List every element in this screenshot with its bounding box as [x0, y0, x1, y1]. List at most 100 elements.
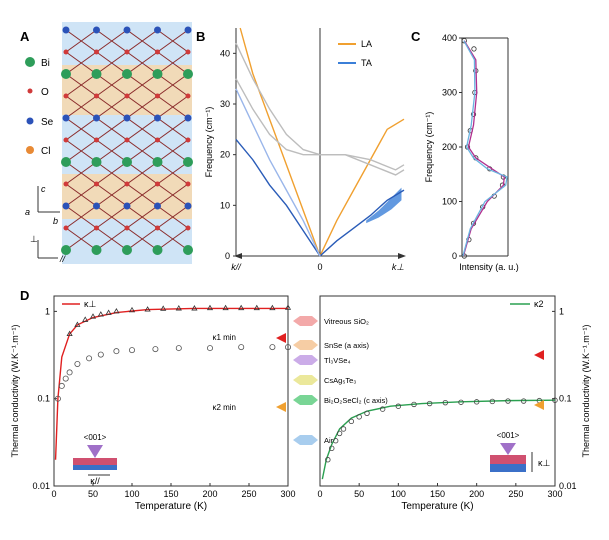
x-arrow-left-icon	[234, 253, 242, 259]
se-atom	[154, 202, 161, 210]
material-label: Air	[324, 436, 334, 445]
kappa2-point	[520, 398, 527, 404]
bi-atom	[91, 69, 102, 79]
se-atom	[154, 26, 161, 34]
kappa1-point	[74, 321, 81, 327]
bond-line	[96, 29, 128, 53]
dispersion-ta-left	[235, 139, 321, 257]
dispersion-optic2-right	[320, 153, 405, 176]
x-tick-label: 200	[202, 489, 217, 499]
y-tick-label: 0.01	[32, 481, 50, 491]
panel-label-a: A	[20, 29, 30, 44]
dos-fit_magenta	[462, 40, 506, 257]
material-marker	[293, 395, 318, 405]
legend-bi-icon	[25, 57, 35, 67]
o-atom	[63, 181, 69, 187]
kappa2-min-marker	[276, 402, 286, 412]
kappa1-point	[238, 304, 245, 311]
y-tick-label: 20	[220, 150, 230, 160]
phonon-dos-chart: 0 100 200 300 400 Frequency (cm⁻¹) Intensity (…	[424, 33, 519, 272]
bond-line	[96, 227, 128, 251]
o-atom	[94, 225, 99, 231]
se-atom	[93, 114, 100, 122]
bi-atom	[122, 157, 132, 167]
kappa2-point	[379, 406, 386, 412]
material-marker	[293, 355, 318, 365]
y-tick-label: 400	[442, 33, 457, 43]
bond-line	[157, 29, 189, 53]
se-atom	[62, 114, 70, 122]
bi-atom	[152, 245, 163, 255]
bond-line	[65, 205, 97, 229]
dos-data-point	[470, 111, 477, 117]
dos-data-point	[471, 46, 477, 52]
o-atom	[94, 49, 99, 55]
sample-bottom-right	[490, 464, 526, 472]
kappa2-point	[458, 399, 464, 405]
se-atom	[123, 114, 131, 122]
kappa2-point	[332, 438, 339, 444]
bi-atom	[183, 245, 193, 255]
kappa-par-point	[113, 348, 120, 355]
kappa-par-point	[175, 345, 182, 352]
bi-atom	[61, 157, 71, 167]
o-atom	[63, 49, 69, 55]
material-marker	[293, 340, 318, 350]
kappa-par-point	[284, 344, 291, 351]
bond-line	[65, 183, 97, 207]
y-tick-label: 0.01	[559, 481, 577, 491]
bond-line	[65, 29, 97, 53]
y-tick-label: 300	[442, 88, 457, 98]
y-tick-label: 100	[442, 197, 457, 207]
sample-top	[73, 458, 117, 465]
k-par-label: k//	[231, 262, 242, 272]
y-tick-label: 0	[452, 251, 457, 261]
sample-top-right	[490, 455, 526, 464]
crystal-background	[62, 22, 192, 264]
x-tick-label: 200	[469, 489, 484, 499]
kappa-par-point	[74, 360, 81, 367]
se-atom	[184, 114, 192, 122]
y-tick-label: 0	[225, 251, 230, 261]
kappa2-point	[442, 399, 449, 406]
bond-line	[65, 117, 97, 141]
kappa-par-point	[238, 344, 245, 351]
kappa-perp-label: κ⊥	[538, 458, 551, 468]
plot-frame	[53, 295, 289, 487]
y-tick-label: 30	[220, 99, 230, 109]
material-label: Tl₃VSe₄	[324, 356, 351, 365]
x-tick-label: 50	[354, 489, 364, 499]
kappa1-point	[222, 304, 229, 311]
x-tick-label: 250	[508, 489, 523, 499]
x-axis-label: Temperature (K)	[401, 501, 473, 512]
y-axis-label: Frequency (cm⁻¹)	[424, 112, 434, 183]
o-atom	[63, 225, 69, 231]
kappa1-point	[191, 305, 198, 311]
se-atom	[93, 26, 100, 34]
x-tick-label: 150	[163, 489, 178, 499]
kappa1-min-marker-right	[534, 350, 544, 360]
dispersion-optic2-left	[235, 78, 320, 156]
bi-atom	[183, 69, 193, 79]
bond-line	[157, 51, 189, 75]
kappa1-point	[82, 316, 89, 322]
legend-kappa1-label: κ⊥	[84, 299, 97, 309]
material-label: Vitreous SiO₂	[324, 317, 369, 326]
bond-line	[65, 161, 97, 185]
o-atom	[185, 137, 191, 143]
x-tick-label: 300	[280, 489, 295, 499]
bond-line	[157, 73, 189, 97]
o-atom	[94, 181, 99, 187]
o-atom	[155, 137, 160, 143]
x-axis-label: Intensity (a. u.)	[459, 262, 519, 272]
bi-atom	[91, 157, 102, 167]
legend-a: Bi O Se Cl c a b ⊥ //	[25, 57, 67, 264]
k-zero-label: 0	[317, 262, 322, 272]
kappa1-point	[105, 309, 112, 315]
material-marker	[293, 435, 318, 445]
x-tick-label: 100	[124, 489, 139, 499]
kappa2-point	[364, 410, 370, 417]
se-atom	[154, 114, 161, 122]
